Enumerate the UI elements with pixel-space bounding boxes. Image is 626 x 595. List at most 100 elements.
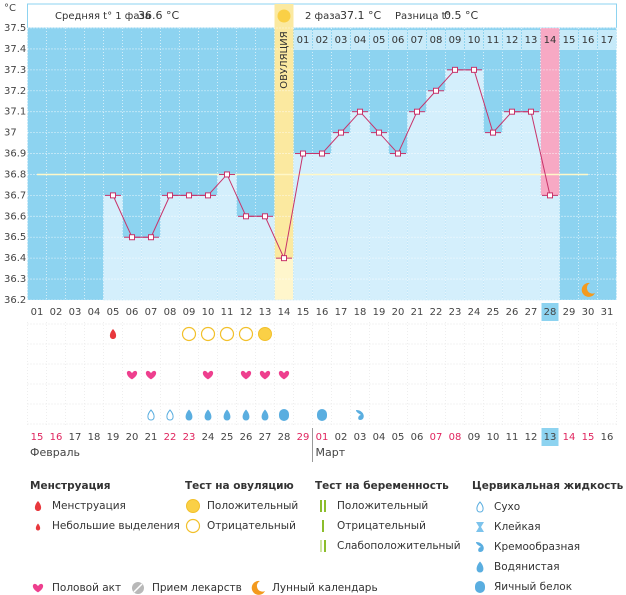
temp-bar <box>198 195 218 301</box>
temp-point <box>281 255 287 262</box>
luteal-day: 14 <box>544 35 557 46</box>
luteal-day: 16 <box>582 35 595 46</box>
y-tick-label: 36.5 <box>4 232 26 243</box>
cycle-day: 24 <box>468 307 481 318</box>
temp-point <box>110 192 116 199</box>
temp-point <box>490 129 496 136</box>
cycle-day: 14 <box>278 307 291 318</box>
drop-icon <box>204 409 212 421</box>
luteal-day: 17 <box>601 35 614 46</box>
y-tick-label: 36.2 <box>4 295 26 306</box>
heart-icon <box>32 583 44 593</box>
temp-point <box>300 150 306 157</box>
cervical-icon <box>476 522 484 532</box>
y-unit: °C <box>4 3 16 14</box>
drop-icon <box>166 409 174 421</box>
luteal-cell <box>503 30 521 50</box>
temp-bar <box>445 69 465 301</box>
header-value: 37.1 °C <box>340 9 381 22</box>
date: 16 <box>50 432 63 443</box>
pregnancy-test-icon <box>324 540 326 552</box>
temp-bar <box>540 195 560 301</box>
date-highlight <box>541 428 559 446</box>
drop-icon <box>185 409 193 421</box>
luteal-cell <box>598 30 616 50</box>
temp-point <box>205 192 211 199</box>
date: 15 <box>582 432 595 443</box>
y-tick-label: 36.3 <box>4 274 26 285</box>
temp-bar <box>502 111 522 301</box>
ovulation-label: ОВУЛЯЦИЯ <box>279 31 290 89</box>
y-tick-label: 37.2 <box>4 86 26 97</box>
heart-icon <box>202 370 214 380</box>
cycle-day: 02 <box>50 307 63 318</box>
cycle-day: 15 <box>297 307 310 318</box>
date: 01 <box>316 432 329 443</box>
luteal-day: 02 <box>316 35 329 46</box>
temp-bar <box>407 111 427 301</box>
temp-point <box>319 150 325 157</box>
cycle-day: 29 <box>563 307 576 318</box>
legend-label: Кремообразная <box>494 541 580 553</box>
ovulation-column <box>274 4 294 300</box>
temp-bar <box>350 111 370 301</box>
date: 25 <box>221 432 234 443</box>
date: 26 <box>240 432 253 443</box>
luteal-cell <box>370 30 388 50</box>
ovulation-test-icon <box>186 499 200 513</box>
temp-point <box>414 108 420 115</box>
header-text: 2 фаза <box>305 11 341 22</box>
date: 12 <box>525 432 538 443</box>
y-tick-label: 37.4 <box>4 44 26 55</box>
cycle-day: 25 <box>487 307 500 318</box>
cervical-icon <box>279 409 289 421</box>
cycle-day: 30 <box>582 307 595 318</box>
date: 14 <box>563 432 576 443</box>
cycle-day: 04 <box>88 307 101 318</box>
date: 09 <box>468 432 481 443</box>
luteal-day: 10 <box>468 35 481 46</box>
temp-bar <box>464 69 484 301</box>
temp-point <box>357 108 363 115</box>
temp-point <box>148 234 154 241</box>
date: 11 <box>506 432 519 443</box>
luteal-cell <box>408 30 426 50</box>
drop-icon <box>261 409 269 421</box>
moon-icon <box>251 580 265 595</box>
luteal-cell <box>389 30 407 50</box>
header-box <box>27 3 617 29</box>
ovulation-test-icon <box>181 326 197 342</box>
legend-label: Положительный <box>207 500 298 512</box>
cycle-day: 17 <box>335 307 348 318</box>
cycle-day: 06 <box>126 307 139 318</box>
temp-bar <box>293 153 313 301</box>
luteal-cell <box>541 30 559 50</box>
drop-icon <box>476 561 484 573</box>
drop-icon <box>109 329 117 339</box>
temp-point <box>452 66 458 73</box>
luteal-cell <box>427 30 445 50</box>
cycle-day: 03 <box>69 307 82 318</box>
cycle-day: 26 <box>506 307 519 318</box>
date: 13 <box>544 432 557 443</box>
y-tick-label: 36.8 <box>4 169 26 180</box>
ovulation-test-icon <box>238 326 254 342</box>
date: 18 <box>88 432 101 443</box>
drop-icon <box>223 409 231 421</box>
y-tick-label: 36.6 <box>4 211 26 222</box>
moon-icon <box>581 282 595 297</box>
cycle-day: 09 <box>183 307 196 318</box>
date: 05 <box>392 432 405 443</box>
legend-label: Слабоположительный <box>337 540 461 552</box>
y-tick-label: 37.5 <box>4 23 26 34</box>
luteal-day: 01 <box>297 35 310 46</box>
temp-point <box>547 192 553 199</box>
legend-title: Тест на овуляцию <box>185 480 294 492</box>
cervical-icon <box>475 581 485 593</box>
temp-point <box>243 213 249 220</box>
luteal-day: 04 <box>354 35 367 46</box>
temp-point <box>167 192 173 199</box>
date: 23 <box>183 432 196 443</box>
legend-label: Яичный белок <box>494 581 572 593</box>
